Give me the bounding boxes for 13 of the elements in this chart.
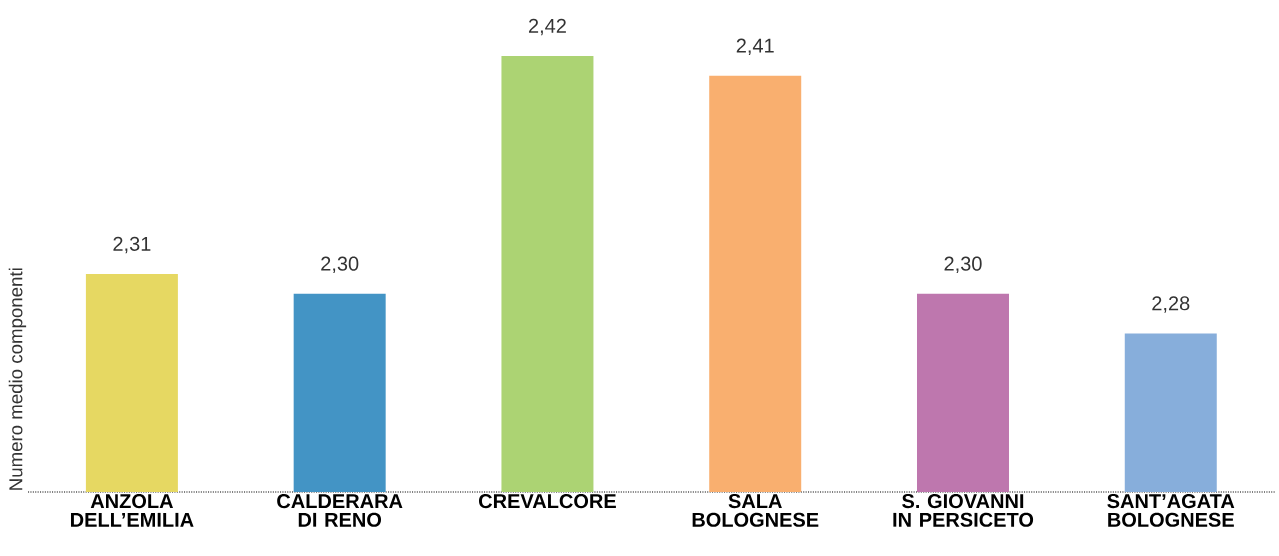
x-tick-label: CREVALCORE <box>479 494 616 509</box>
data-label: 2,41 <box>736 38 774 56</box>
data-label: 2,42 <box>528 18 566 36</box>
x-tick-label: SALA BOLOGNESE <box>692 494 819 527</box>
data-label: 2,30 <box>944 256 982 274</box>
x-tick-label: ANZOLA DELL’EMILIA <box>71 494 194 527</box>
x-tick-label: SANT’AGATA BOLOGNESE <box>1107 494 1235 527</box>
data-label: 2,30 <box>321 256 359 274</box>
x-tick-label: CALDERARA DI RENO <box>277 494 403 527</box>
y-axis-title: Numero medio componenti <box>8 268 27 490</box>
x-tick-label: S. GIOVANNI IN PERSICETO <box>893 494 1034 527</box>
data-label: 2,28 <box>1152 296 1190 313</box>
data-label: 2,31 <box>113 236 151 254</box>
